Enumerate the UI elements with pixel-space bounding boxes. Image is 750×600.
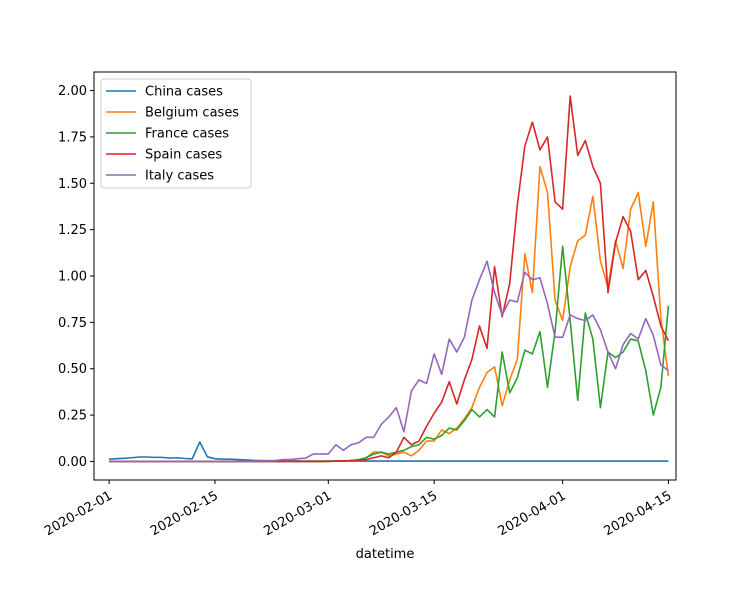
series-line-italy-cases xyxy=(109,260,669,463)
x-tick-label: 2020-02-15 xyxy=(148,488,221,539)
y-tick-label: 0.75 xyxy=(58,316,87,331)
legend-label: Belgium cases xyxy=(145,106,239,121)
x-axis: 2020-02-01 2020-02-15 2020-03-01 2020-03-15… xyxy=(42,480,674,539)
legend-label: Italy cases xyxy=(145,169,214,184)
legend: China cases Belgium cases France cases Spai… xyxy=(100,78,252,189)
legend-box xyxy=(100,78,252,189)
y-tick-label: 1.00 xyxy=(58,270,87,285)
legend-label: Spain cases xyxy=(145,148,222,163)
y-tick-label: 0.50 xyxy=(58,362,87,377)
series-line-china-cases xyxy=(109,441,669,462)
x-tick-label: 2020-04-15 xyxy=(602,488,675,539)
x-axis-title: datetime xyxy=(356,547,415,562)
x-tick-label: 2020-03-15 xyxy=(367,488,440,539)
y-tick-label: 1.25 xyxy=(58,223,87,238)
x-tick-label: 2020-02-01 xyxy=(42,488,115,539)
legend-label: China cases xyxy=(145,85,223,100)
series-layer xyxy=(109,95,670,463)
x-tick-label: 2020-03-01 xyxy=(261,488,334,539)
y-tick-label: 1.50 xyxy=(58,177,87,192)
y-tick-label: 0.00 xyxy=(58,455,87,470)
y-axis: 0.00 0.25 0.50 0.75 1.00 1.25 1.50 1.75 2.00 xyxy=(58,84,94,470)
y-tick-label: 0.25 xyxy=(58,409,87,424)
y-tick-label: 1.75 xyxy=(58,130,87,145)
y-tick-label: 2.00 xyxy=(58,84,87,99)
x-tick-label: 2020-04-01 xyxy=(496,488,569,539)
legend-label: France cases xyxy=(145,127,229,142)
